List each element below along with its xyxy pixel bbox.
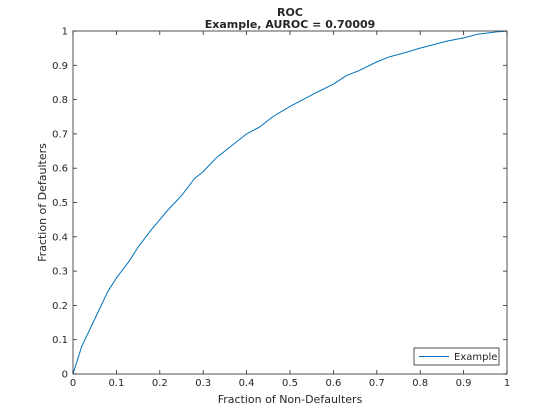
plot-area bbox=[73, 31, 507, 374]
y-tick-label: 0 bbox=[62, 370, 68, 381]
x-tick-label: 0.4 bbox=[239, 378, 255, 389]
y-tick-label: 0.7 bbox=[52, 129, 68, 140]
y-tick-label: 0.9 bbox=[52, 61, 68, 72]
x-tick-label: 0.9 bbox=[456, 378, 472, 389]
y-tick-label: 0.6 bbox=[52, 164, 68, 175]
y-tick-label: 1 bbox=[62, 27, 68, 38]
x-tick-label: 0.2 bbox=[152, 378, 168, 389]
x-tick-label: 0.7 bbox=[369, 378, 385, 389]
series-line-example bbox=[72, 30, 508, 375]
legend: Example bbox=[413, 347, 500, 366]
y-tick-label: 0.3 bbox=[52, 267, 68, 278]
plot-frame bbox=[72, 30, 508, 375]
x-tick-label: 0.1 bbox=[108, 378, 124, 389]
x-tick-label: 1 bbox=[504, 378, 510, 389]
legend-label: Example bbox=[454, 352, 497, 363]
axis-ticks: 0 0.1 0.2 0.3 0.4 0.5 0.6 0.7 0.8 0.9 1 0 0.1 0.2 0.3 0… bbox=[52, 27, 510, 390]
y-axis-label: Fraction of Defaulters bbox=[36, 143, 49, 262]
x-tick-label: 0.3 bbox=[195, 378, 211, 389]
legend-box bbox=[413, 347, 500, 366]
x-axis-label: Fraction of Non-Defaulters bbox=[218, 393, 363, 406]
x-tick-label: 0.5 bbox=[282, 378, 298, 389]
x-tick-label: 0 bbox=[70, 378, 76, 389]
y-tick-label: 0.2 bbox=[52, 301, 68, 312]
y-tick-label: 0.5 bbox=[52, 198, 68, 209]
chart-title: ROC bbox=[277, 6, 303, 19]
series-layer bbox=[72, 30, 508, 375]
y-tick-label: 0.8 bbox=[52, 95, 68, 106]
x-tick-label: 0.6 bbox=[325, 378, 341, 389]
x-tick-label: 0.8 bbox=[412, 378, 428, 389]
y-tick-label: 0.4 bbox=[52, 232, 68, 243]
chart-subtitle: Example, AUROC = 0.70009 bbox=[205, 18, 376, 31]
y-tick-label: 0.1 bbox=[52, 335, 68, 346]
